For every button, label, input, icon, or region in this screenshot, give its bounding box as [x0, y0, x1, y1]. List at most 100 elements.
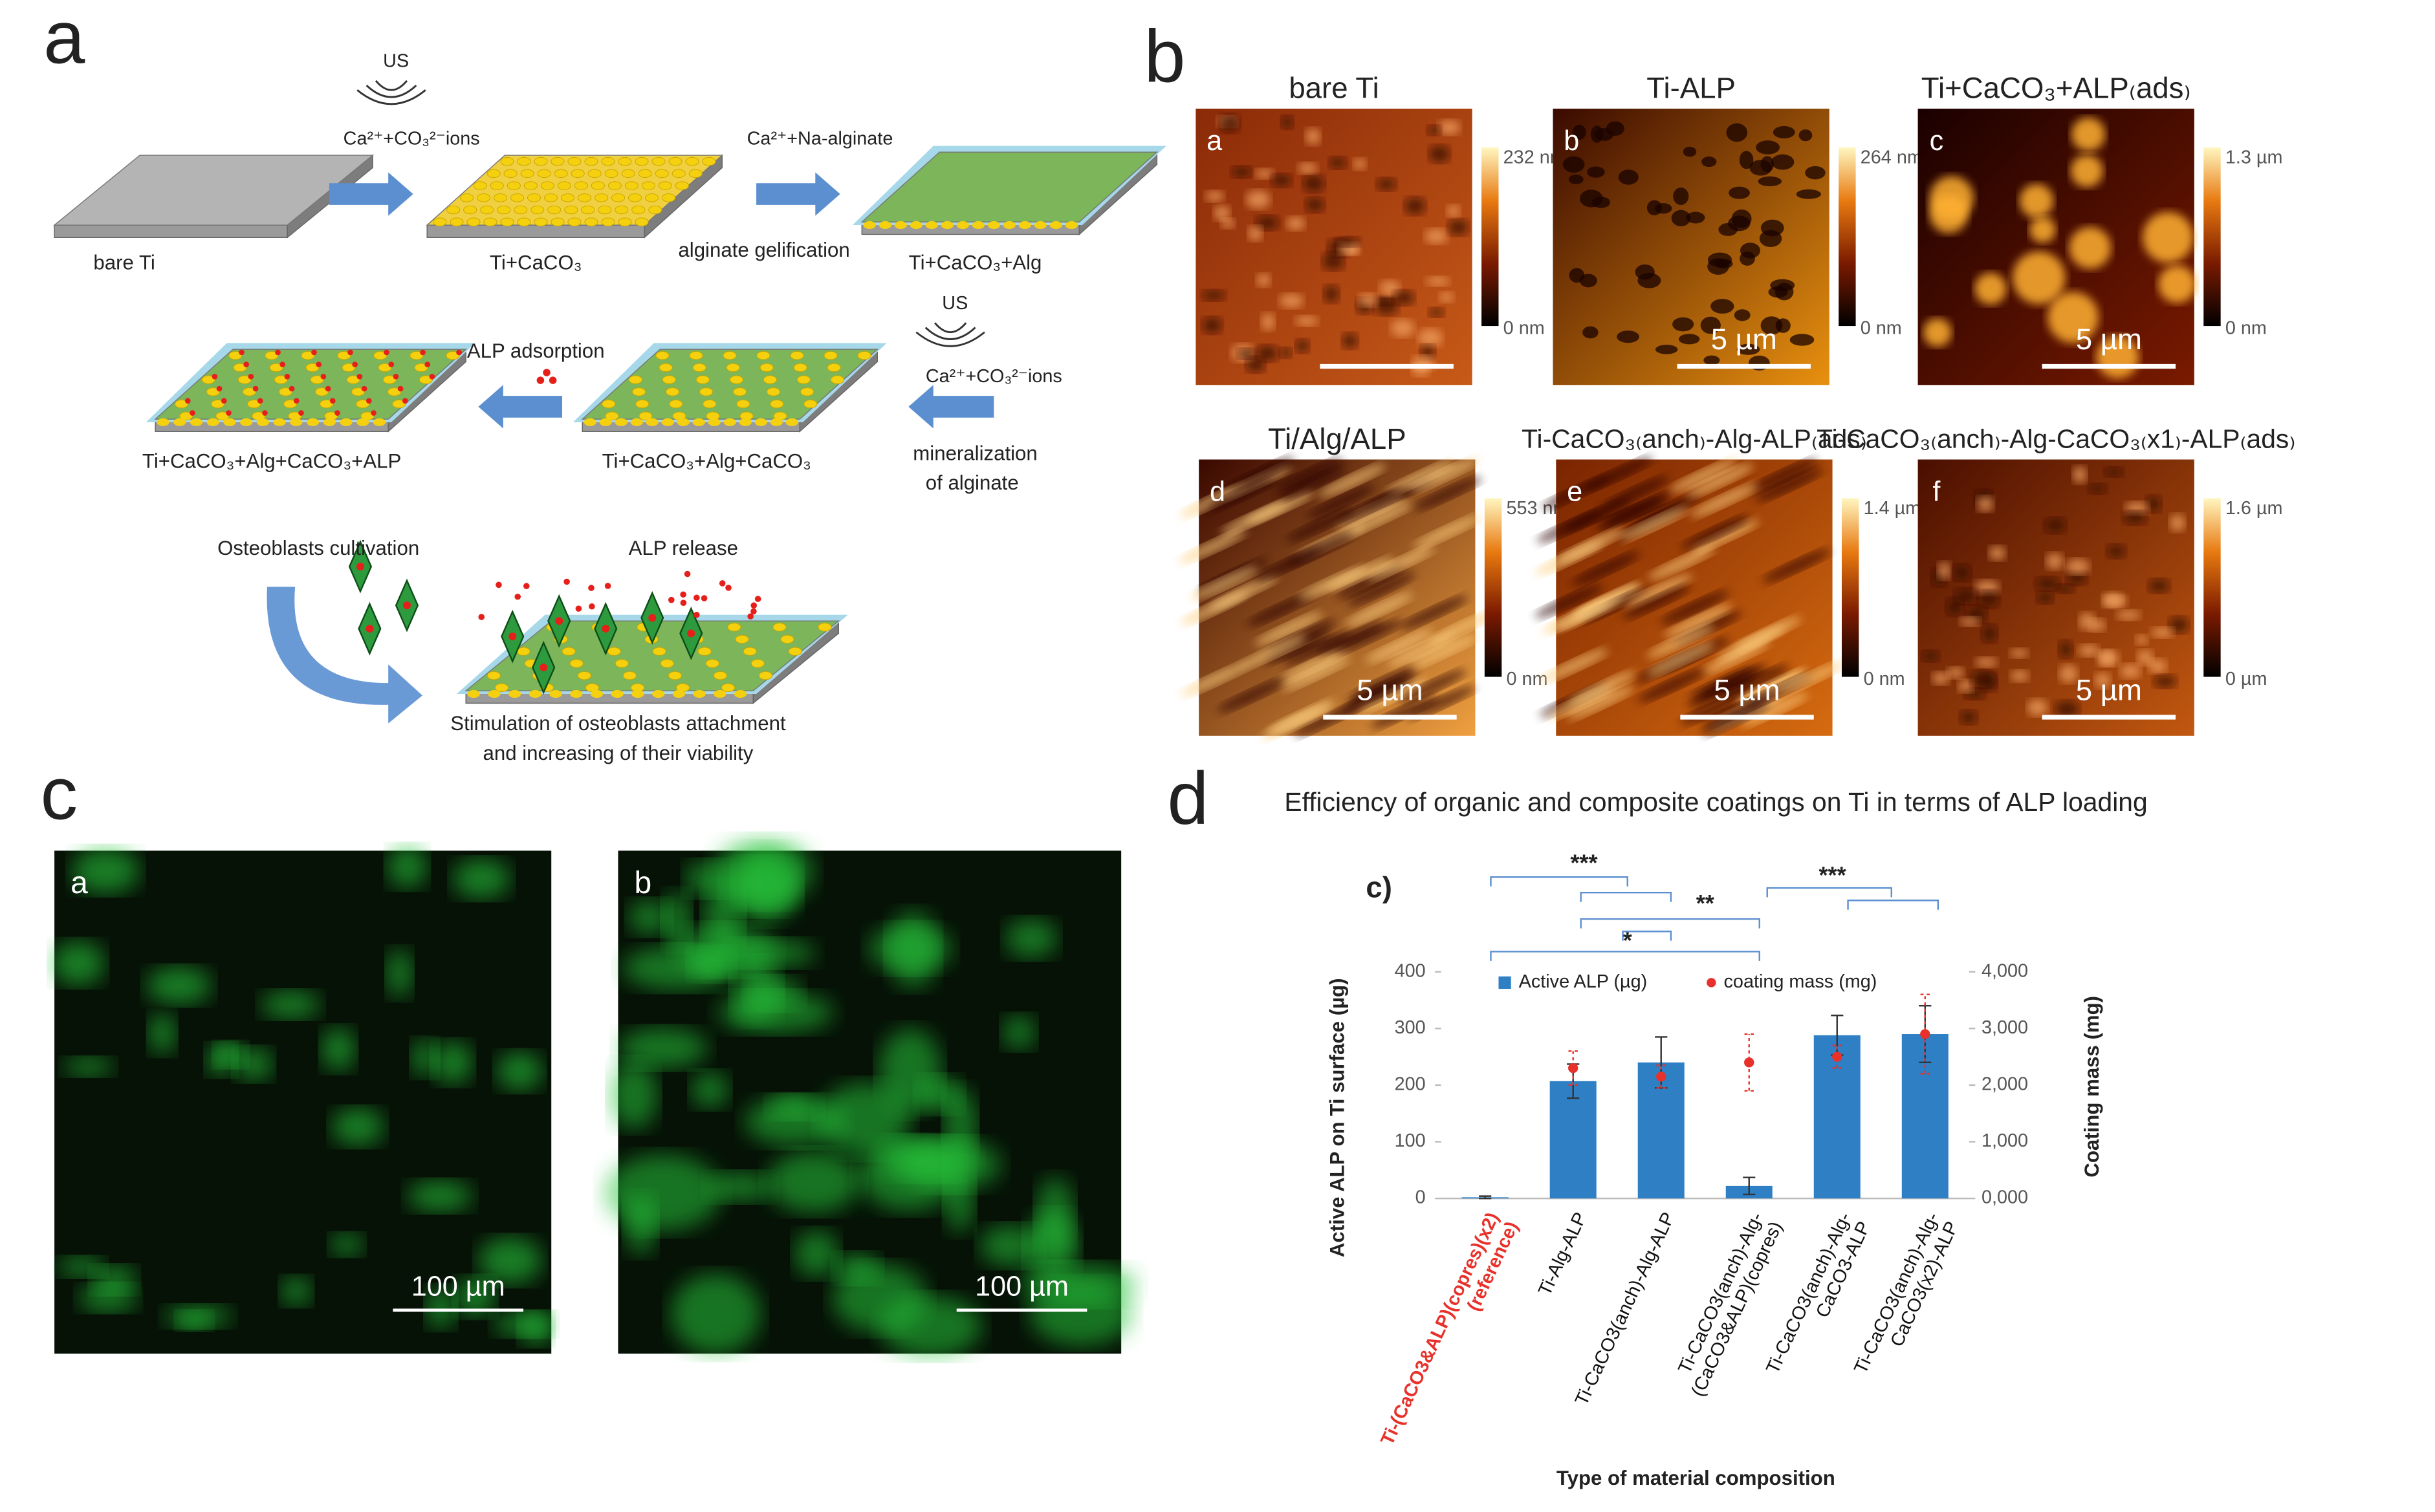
- alp-molecule: [320, 374, 327, 380]
- alp-molecule: [429, 374, 435, 380]
- ridge: [1646, 642, 1715, 676]
- caco3-particle: [503, 169, 518, 178]
- annotation: Ca²⁺+CO₃²⁻ions: [344, 129, 480, 149]
- legend-label: coating mass (mg): [1724, 971, 1877, 992]
- slab-front: [54, 224, 288, 238]
- released-alp: [478, 614, 485, 620]
- x-tick-label: Ti-CaCO3(anch)-Alg-ALP: [1571, 1209, 1679, 1409]
- pit: [2009, 648, 2029, 658]
- nucleus: [687, 629, 695, 638]
- alp-molecule: [393, 374, 399, 380]
- caco3-particle: [301, 351, 315, 360]
- significance: **: [1696, 890, 1714, 916]
- ridge: [1555, 597, 1623, 631]
- cell-signal: [618, 1028, 708, 1068]
- pit: [1294, 316, 1318, 327]
- pit: [1683, 146, 1697, 157]
- ridge: [1540, 649, 1608, 683]
- caco3-particle: [754, 418, 767, 426]
- cell-signal: [1005, 919, 1058, 958]
- ridge: [1400, 596, 1469, 629]
- pit: [1981, 624, 1998, 643]
- pit: [2137, 649, 2154, 665]
- caco3-particle: [587, 169, 602, 178]
- caco3-particle: [488, 689, 501, 698]
- released-alp: [693, 611, 700, 618]
- pit: [1686, 211, 1705, 224]
- caco3-particle: [510, 193, 525, 202]
- ridge: [1648, 546, 1716, 580]
- ridge: [1279, 466, 1347, 500]
- caco3-particle: [655, 351, 670, 360]
- caco3-particle: [517, 157, 531, 166]
- pit: [2135, 634, 2148, 645]
- caco3-particle: [356, 399, 370, 409]
- caco3-particle: [599, 418, 612, 426]
- caco3-particle: [688, 169, 703, 178]
- pit: [1729, 186, 1750, 199]
- pit: [1805, 166, 1826, 180]
- cell-signal: [497, 1052, 543, 1091]
- pit: [1952, 564, 1971, 581]
- pit: [2102, 594, 2128, 607]
- caco3-particle: [780, 634, 794, 644]
- caco3-particle: [215, 411, 230, 421]
- pit: [1374, 298, 1399, 316]
- particle: [2069, 226, 2112, 269]
- pit: [1256, 273, 1271, 287]
- nucleus: [356, 563, 364, 571]
- caco3-particle: [467, 689, 480, 698]
- ultrasound-wave: [934, 322, 967, 333]
- pit: [2145, 495, 2161, 513]
- released-alp: [693, 594, 700, 601]
- alp-molecule: [388, 362, 395, 367]
- ridge: [1298, 566, 1366, 600]
- colorbar-min: 0 nm: [2225, 318, 2267, 338]
- released-alp: [754, 596, 761, 602]
- ridge: [1287, 508, 1355, 542]
- cell-signal: [819, 1083, 911, 1155]
- ridge: [1318, 463, 1386, 497]
- ridge: [1227, 457, 1294, 491]
- error-bar: [1479, 1195, 1492, 1200]
- legend-label: Active ALP (µg): [1519, 971, 1648, 992]
- process-arrow: [756, 172, 840, 216]
- caco3-particle: [247, 399, 261, 409]
- pit: [1796, 189, 1821, 199]
- cell-signal: [736, 846, 798, 922]
- point: [1568, 1063, 1578, 1074]
- particle: [1974, 272, 2007, 305]
- caco3-particle: [537, 169, 551, 178]
- ridge: [1749, 459, 1818, 493]
- pit: [2059, 664, 2078, 684]
- cell-signal: [411, 1039, 438, 1077]
- particle: [2047, 292, 2099, 343]
- caco3-particle: [269, 363, 283, 373]
- pit: [1756, 140, 1780, 155]
- alp-molecule: [311, 349, 317, 356]
- pit: [1322, 252, 1345, 270]
- ridge: [1254, 612, 1323, 646]
- caco3-particle: [1018, 221, 1031, 230]
- caco3-particle: [723, 418, 736, 426]
- cell-signal: [879, 1028, 941, 1113]
- cell-signal: [478, 1237, 542, 1284]
- pit: [1760, 316, 1783, 335]
- y-tick-label: 0: [1415, 1187, 1426, 1208]
- caco3-particle: [635, 217, 649, 226]
- afm-texture: [1534, 457, 1845, 735]
- caco3-particle: [785, 418, 798, 426]
- caco3-particle: [490, 181, 504, 190]
- slab: [852, 146, 1166, 236]
- ridge: [1275, 458, 1344, 492]
- pit: [2116, 610, 2141, 620]
- caco3-particle: [551, 157, 565, 166]
- cell-signal: [1026, 1211, 1078, 1280]
- pit: [1758, 176, 1782, 186]
- particle: [2143, 211, 2194, 263]
- caco3-particle: [763, 375, 777, 384]
- caco3-particle: [584, 217, 598, 226]
- pit: [1237, 349, 1256, 360]
- ridge: [1624, 574, 1693, 608]
- released-alp: [680, 591, 686, 598]
